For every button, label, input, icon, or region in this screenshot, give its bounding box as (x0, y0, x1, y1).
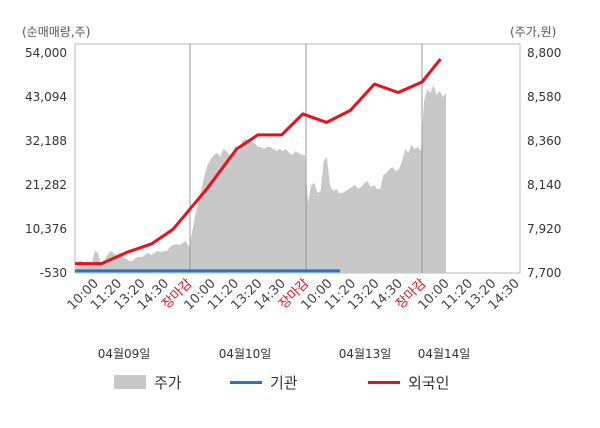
left-axis-unit-label: (순매매량,주) (22, 25, 90, 39)
right-tick-label: 7,920 (527, 222, 561, 236)
left-tick-label: -530 (40, 266, 67, 280)
legend-label-institution: 기관 (270, 374, 298, 392)
date-label: 04월10일 (219, 347, 272, 361)
right-tick-label: 8,800 (527, 46, 561, 60)
x-axis: 10:0011:2013:2014:30장마감10:0011:2013:2014… (65, 276, 523, 313)
right-tick-label: 8,140 (527, 178, 561, 192)
legend-label-price: 주가 (154, 374, 182, 392)
right-tick-label: 8,360 (527, 134, 561, 148)
foreigner-line (75, 58, 442, 266)
legend-swatch-foreigner (368, 381, 400, 384)
date-labels: 04월09일 04월10일 04월13일 04월14일 (98, 347, 471, 361)
left-tick-label: 43,094 (25, 90, 67, 104)
right-axis: 8,800 8,580 8,360 8,140 7,920 7,700 (527, 46, 561, 280)
left-tick-label: 21,282 (25, 178, 67, 192)
right-axis-unit-label: (주가,원) (510, 25, 556, 39)
left-axis: 54,000 43,094 32,188 21,282 10,376 -530 (25, 46, 67, 280)
price-area (76, 85, 446, 273)
legend-swatch-institution (230, 381, 262, 384)
date-label: 04월13일 (339, 347, 392, 361)
date-label: 04월14일 (418, 347, 471, 361)
legend-swatch-price (114, 375, 146, 389)
right-tick-label: 7,700 (527, 266, 561, 280)
legend: 주가 기관 외국인 (114, 374, 449, 392)
legend-label-foreigner: 외국인 (408, 374, 449, 392)
price-area-layer (76, 85, 446, 273)
left-tick-label: 10,376 (25, 222, 67, 236)
net-trade-lines (75, 58, 442, 273)
left-tick-label: 32,188 (25, 134, 67, 148)
date-label: 04월09일 (98, 347, 151, 361)
right-tick-label: 8,580 (527, 90, 561, 104)
plot-area (74, 43, 521, 274)
left-tick-label: 54,000 (25, 46, 67, 60)
